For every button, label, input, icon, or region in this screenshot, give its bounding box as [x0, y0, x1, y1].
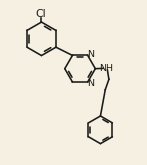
Text: N: N — [87, 50, 94, 59]
Text: NH: NH — [99, 64, 113, 73]
Text: N: N — [87, 79, 94, 88]
Text: Cl: Cl — [35, 10, 46, 19]
